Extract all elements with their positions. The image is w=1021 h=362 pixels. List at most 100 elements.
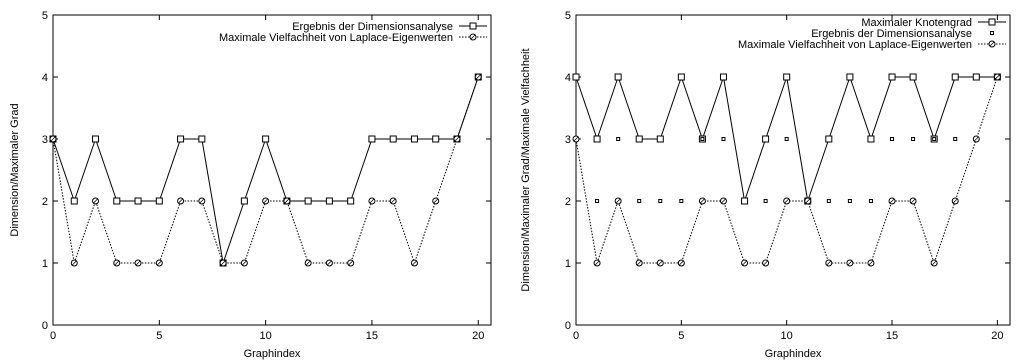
legend-marker-slash xyxy=(470,34,476,40)
y-tick-label: 0 xyxy=(565,320,571,332)
data-point xyxy=(909,73,917,81)
data-point-slash xyxy=(636,260,642,266)
data-point xyxy=(656,135,664,143)
data-point xyxy=(593,135,601,143)
data-point-slash xyxy=(284,198,290,204)
data-point-slash xyxy=(305,260,311,266)
dimension-chart-left: 0 1 2 3 4 5 0 5 10 15 20 Graphindex Dimension/Maxima… xyxy=(9,10,492,360)
y-tick-label: 5 xyxy=(565,10,571,22)
data-point-slash xyxy=(475,74,481,80)
data-point-slash xyxy=(847,260,853,266)
data-point xyxy=(867,135,875,143)
data-point xyxy=(700,137,705,141)
series-2 xyxy=(572,73,1001,267)
x-tick-label: 10 xyxy=(781,330,793,342)
data-point xyxy=(783,73,791,81)
data-point-slash xyxy=(763,260,768,266)
data-point xyxy=(198,135,206,143)
data-point xyxy=(846,73,854,81)
data-point xyxy=(304,197,312,205)
data-point xyxy=(432,135,440,143)
data-point xyxy=(240,197,248,205)
x-tick-label: 15 xyxy=(886,330,898,342)
data-point xyxy=(155,197,163,205)
data-point xyxy=(951,73,959,81)
data-point xyxy=(784,137,789,141)
x-tick-label: 0 xyxy=(573,330,579,342)
x-axis-label: Graphindex xyxy=(765,348,822,360)
data-point-slash xyxy=(573,136,579,142)
data-point-slash xyxy=(327,260,332,266)
data-point xyxy=(614,73,622,81)
data-point xyxy=(113,197,121,205)
x-axis-label: Graphindex xyxy=(244,348,301,360)
y-axis-label: Dimension/Maximaler Grad/Maximale Vielfa… xyxy=(520,48,532,291)
data-point-slash xyxy=(910,198,916,204)
data-point xyxy=(762,135,770,143)
legend-marker-slash xyxy=(989,41,995,47)
data-point-slash xyxy=(594,260,600,266)
data-point-slash xyxy=(868,260,874,266)
data-point xyxy=(134,197,142,205)
data-point-slash xyxy=(50,136,56,142)
data-point-slash xyxy=(369,198,375,204)
legend-label: Ergebnis der Dimensionsanalyse xyxy=(811,28,972,40)
data-point xyxy=(177,135,185,143)
y-axis-label: Dimension/Maximaler Grad xyxy=(9,103,21,236)
x-tick-label: 5 xyxy=(156,330,162,342)
legend-marker xyxy=(469,22,477,30)
data-point-slash xyxy=(700,198,705,204)
legend-entry-0: Ergebnis der Dimensionsanalyse xyxy=(292,21,487,33)
data-point-slash xyxy=(433,198,439,204)
data-point-slash xyxy=(114,260,120,266)
legend-label: Maximale Vielfachheit von Laplace-Eigenw… xyxy=(219,32,453,44)
data-point xyxy=(868,199,873,203)
data-point-slash xyxy=(263,198,268,204)
data-point-slash xyxy=(412,260,417,266)
y-tick-label: 4 xyxy=(565,72,571,84)
data-point xyxy=(70,197,78,205)
legend-label: Ergebnis der Dimensionsanalyse xyxy=(292,21,453,33)
data-point xyxy=(677,73,685,81)
y-tick-label: 3 xyxy=(42,134,48,146)
data-point xyxy=(741,197,749,205)
data-point-slash xyxy=(931,260,937,266)
y-tick-label: 1 xyxy=(42,258,48,270)
legend-label: Maximale Vielfachheit von Laplace-Eigenw… xyxy=(738,39,972,51)
data-point-slash xyxy=(178,198,183,204)
data-point-slash xyxy=(784,198,789,204)
data-point xyxy=(721,137,726,141)
data-point xyxy=(763,199,768,203)
data-point-slash xyxy=(93,198,98,204)
legend-marker xyxy=(990,31,994,35)
y-tick-label: 2 xyxy=(42,196,48,208)
data-point xyxy=(389,135,397,143)
data-point xyxy=(890,137,895,141)
data-point-slash xyxy=(974,136,979,142)
data-point xyxy=(635,135,643,143)
data-point-slash xyxy=(242,260,247,266)
data-point xyxy=(719,73,727,81)
data-point-slash xyxy=(157,260,162,266)
series-0 xyxy=(49,73,482,267)
data-point xyxy=(410,135,418,143)
data-point-slash xyxy=(995,74,1000,80)
data-point-slash xyxy=(952,198,958,204)
data-point-slash xyxy=(826,260,832,266)
data-point-slash xyxy=(889,198,895,204)
data-point xyxy=(932,137,937,141)
data-point xyxy=(679,199,684,203)
data-point xyxy=(888,73,896,81)
data-point xyxy=(368,135,376,143)
series-line-1 xyxy=(52,76,479,265)
data-point xyxy=(972,73,980,81)
data-point-slash xyxy=(390,198,396,204)
y-tick-label: 0 xyxy=(42,320,48,332)
legend-marker xyxy=(988,18,996,26)
data-point xyxy=(92,135,100,143)
legend-label: Maximaler Knotengrad xyxy=(861,17,972,29)
data-point xyxy=(911,137,916,141)
data-point-slash xyxy=(615,198,621,204)
data-point-slash xyxy=(220,260,226,266)
